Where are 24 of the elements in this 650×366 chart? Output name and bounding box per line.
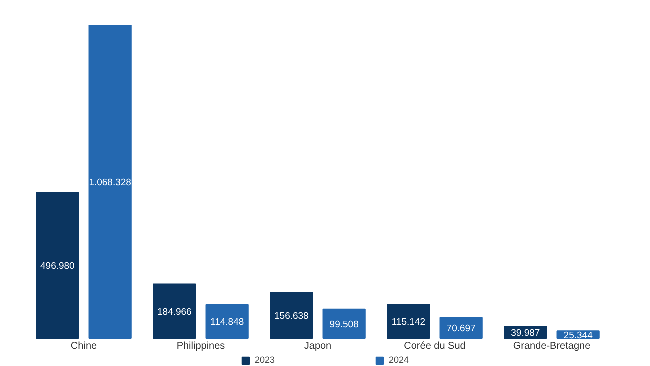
data-label: 39.987 bbox=[511, 328, 540, 340]
bar bbox=[387, 304, 430, 339]
bar bbox=[36, 192, 80, 339]
bar bbox=[322, 308, 366, 339]
x-tick-label: Philippines bbox=[176, 341, 226, 352]
x-tick-label: Grande-Bretagne bbox=[513, 341, 592, 352]
bar bbox=[270, 292, 314, 339]
legend-label: 2024 bbox=[389, 355, 410, 365]
data-label: 114.848 bbox=[210, 317, 244, 328]
x-tick-label: Chine bbox=[70, 341, 98, 352]
data-label: 25.344 bbox=[564, 330, 593, 342]
data-label: 70.697 bbox=[446, 324, 476, 335]
data-label: 156.638 bbox=[274, 311, 309, 322]
bar bbox=[88, 25, 132, 339]
x-tick-label: Japon bbox=[304, 341, 332, 352]
bar bbox=[153, 284, 196, 339]
x-tick-label: Corée du Sud bbox=[404, 341, 466, 352]
bar bbox=[206, 304, 249, 339]
data-label: 184.966 bbox=[158, 306, 192, 318]
data-label: 99.508 bbox=[330, 319, 359, 330]
data-label: 115.142 bbox=[392, 317, 426, 328]
legend-label: 2023 bbox=[254, 355, 275, 365]
data-label: 1.068.328 bbox=[89, 178, 132, 188]
data-label: 496.980 bbox=[40, 261, 75, 272]
